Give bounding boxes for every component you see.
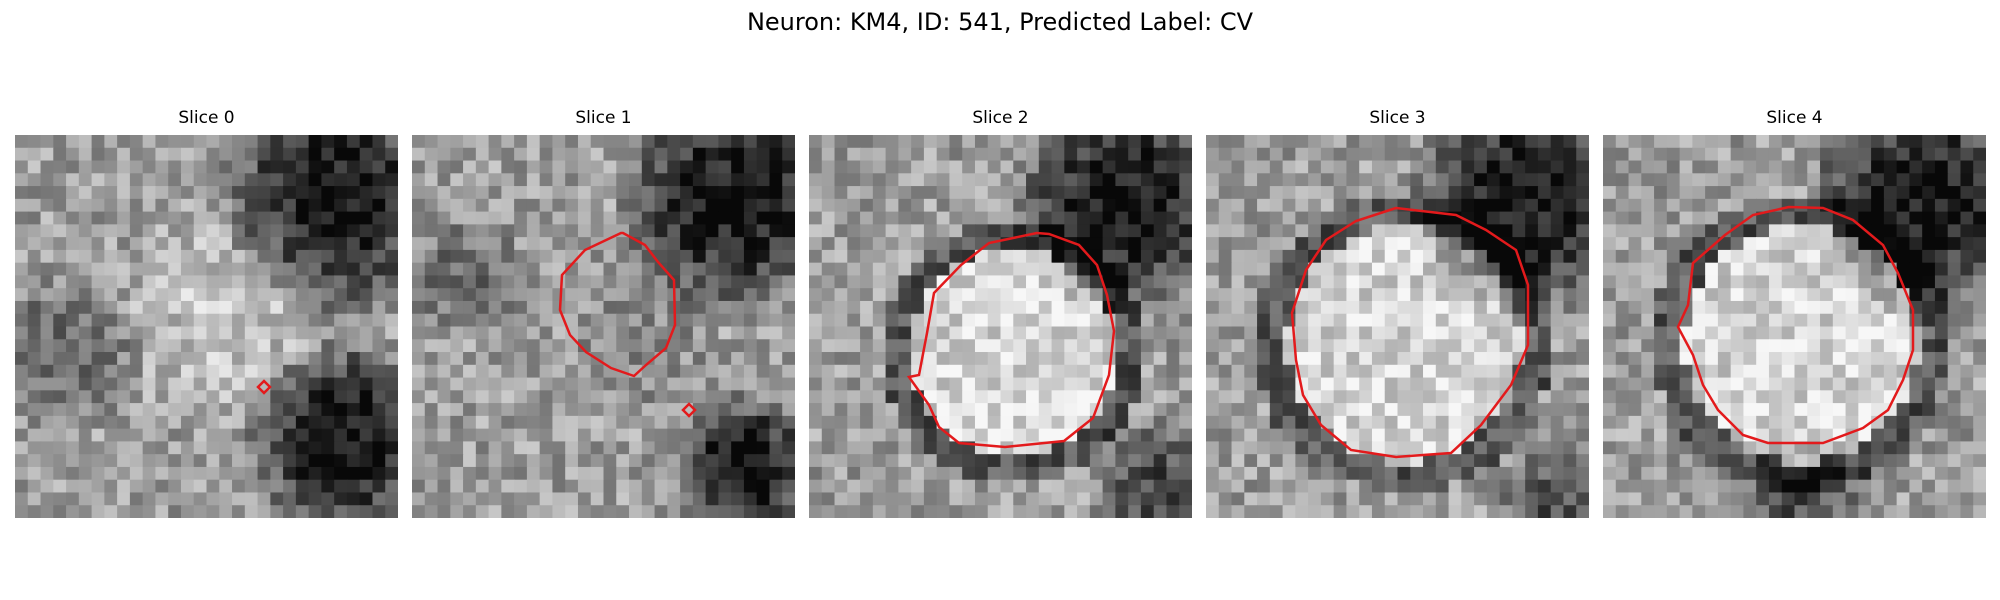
slice-title-3: Slice 3 <box>1369 108 1426 128</box>
figure-title: Neuron: KM4, ID: 541, Predicted Label: C… <box>746 8 1254 36</box>
slice-panel-4: Slice 4 <box>1603 108 1986 518</box>
slice-panel-3: Slice 3 <box>1206 108 1589 518</box>
em-texture <box>15 135 398 518</box>
em-texture <box>809 135 1192 518</box>
slice-image-0 <box>15 135 398 518</box>
contour-ring <box>558 231 677 378</box>
contour-ring <box>1676 205 1915 445</box>
contour-ring <box>1290 206 1530 459</box>
slice-title-0: Slice 0 <box>178 108 235 128</box>
slice-panel-2: Slice 2 <box>809 108 1192 518</box>
slice-panel-0: Slice 0 <box>15 108 398 518</box>
slice-title-1: Slice 1 <box>575 108 632 128</box>
slice-image-2 <box>809 135 1192 518</box>
slice-image-4 <box>1603 135 1986 518</box>
slice-title-2: Slice 2 <box>972 108 1029 128</box>
slice-title-4: Slice 4 <box>1766 108 1823 128</box>
contour-marker <box>681 402 697 418</box>
contour-marker <box>256 379 272 395</box>
em-texture <box>412 135 795 518</box>
contour-ring <box>906 231 1116 449</box>
slice-image-3 <box>1206 135 1589 518</box>
slice-panel-1: Slice 1 <box>412 108 795 518</box>
em-texture <box>1206 135 1589 518</box>
em-texture <box>1603 135 1986 518</box>
slice-image-1 <box>412 135 795 518</box>
